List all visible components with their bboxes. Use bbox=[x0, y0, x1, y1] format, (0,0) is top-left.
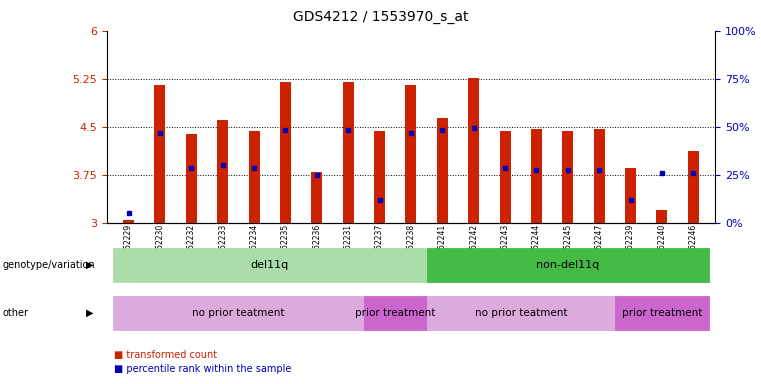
Text: ■ transformed count: ■ transformed count bbox=[114, 350, 218, 360]
Text: ▶: ▶ bbox=[86, 260, 94, 270]
Text: ■ percentile rank within the sample: ■ percentile rank within the sample bbox=[114, 364, 291, 374]
Text: genotype/variation: genotype/variation bbox=[2, 260, 95, 270]
Bar bbox=[217, 120, 228, 223]
Bar bbox=[406, 85, 416, 223]
Bar bbox=[186, 134, 197, 223]
Bar bbox=[688, 151, 699, 223]
Bar bbox=[562, 131, 573, 223]
Bar bbox=[499, 131, 511, 223]
Text: del11q: del11q bbox=[250, 260, 289, 270]
Bar bbox=[123, 220, 134, 223]
Text: no prior teatment: no prior teatment bbox=[475, 308, 567, 318]
Text: ▶: ▶ bbox=[86, 308, 94, 318]
Bar bbox=[249, 131, 260, 223]
Text: no prior teatment: no prior teatment bbox=[192, 308, 285, 318]
Bar bbox=[657, 210, 667, 223]
Text: other: other bbox=[2, 308, 28, 318]
Text: prior treatment: prior treatment bbox=[355, 308, 435, 318]
Bar bbox=[625, 168, 636, 223]
Text: non-del11q: non-del11q bbox=[537, 260, 600, 270]
Bar bbox=[280, 82, 291, 223]
Bar bbox=[342, 82, 354, 223]
Bar bbox=[531, 129, 542, 223]
Bar bbox=[374, 131, 385, 223]
Text: prior treatment: prior treatment bbox=[622, 308, 702, 318]
Bar bbox=[468, 78, 479, 223]
Text: GDS4212 / 1553970_s_at: GDS4212 / 1553970_s_at bbox=[293, 10, 468, 23]
Bar bbox=[311, 172, 323, 223]
Bar bbox=[437, 118, 447, 223]
Bar bbox=[154, 85, 165, 223]
Bar bbox=[594, 129, 605, 223]
